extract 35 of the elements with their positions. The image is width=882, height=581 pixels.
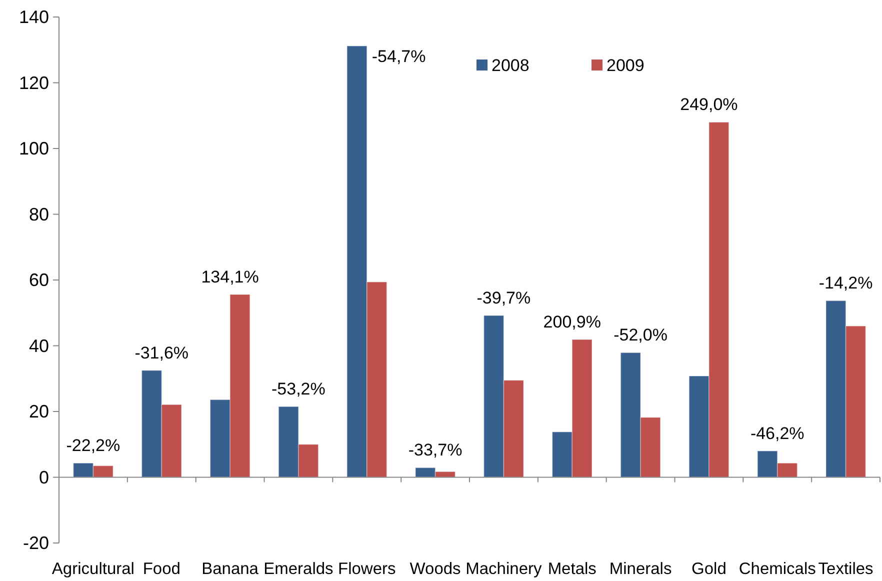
y-tick-label: 60 xyxy=(28,270,49,290)
annotation: -46,2% xyxy=(750,423,804,442)
y-tick-label: 20 xyxy=(28,402,49,422)
annotation: -53,2% xyxy=(272,379,326,398)
y-tick-label: 0 xyxy=(38,467,49,488)
annotation: -33,7% xyxy=(408,440,462,460)
y-tick-label: 80 xyxy=(28,204,49,224)
x-tick-label: Chemicals xyxy=(738,560,816,578)
annotation: -39,7% xyxy=(476,288,531,308)
x-tick-label: Agricultural xyxy=(52,560,134,578)
legend-label: 2008 xyxy=(492,56,530,74)
annotation: -54,7% xyxy=(372,46,426,66)
x-tick-label: Woods xyxy=(410,560,461,578)
y-tick-label: 140 xyxy=(18,7,49,27)
y-tick-label: 120 xyxy=(18,72,49,93)
x-tick-label: Banana xyxy=(202,560,260,578)
x-tick-label: Textiles xyxy=(818,560,874,578)
annotation: -52,0% xyxy=(614,325,668,344)
annotation: -14,2% xyxy=(818,273,873,292)
x-tick-label: Flowers xyxy=(338,560,396,578)
annotation: 134,1% xyxy=(201,266,259,286)
x-tick-label: Machinery xyxy=(466,560,543,578)
annotation: 249,0% xyxy=(680,94,738,114)
x-tick-label: Gold xyxy=(692,560,726,578)
x-tick-label: Metals xyxy=(548,560,596,578)
x-tick-label: Minerals xyxy=(609,560,672,578)
x-tick-label: Food xyxy=(142,560,180,578)
legend-label: 2009 xyxy=(606,56,644,74)
annotation: -22,2% xyxy=(66,436,120,455)
annotation: 200,9% xyxy=(543,312,601,332)
y-tick-label: 100 xyxy=(18,138,49,158)
y-tick-label: 40 xyxy=(28,336,49,356)
y-tick-label: -20 xyxy=(22,533,49,553)
x-tick-label: Emeralds xyxy=(264,560,334,578)
annotation: -31,6% xyxy=(134,342,189,362)
